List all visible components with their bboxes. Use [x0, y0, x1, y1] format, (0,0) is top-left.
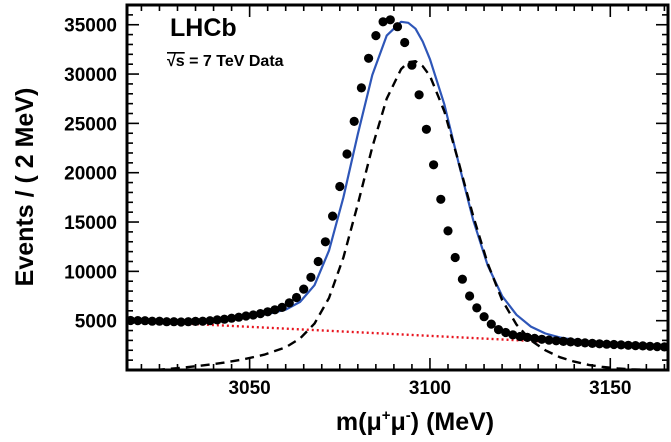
data-point: [385, 15, 395, 25]
data-point: [349, 116, 359, 126]
data-point: [659, 342, 668, 352]
data-point: [190, 316, 201, 326]
data-point: [205, 316, 215, 326]
data-point: [154, 316, 165, 326]
data-point: [169, 317, 179, 327]
y-axis-title: Events / ( 2 MeV): [11, 88, 39, 287]
data-point: [472, 303, 482, 313]
data-point: [630, 341, 641, 351]
data-point: [371, 30, 381, 41]
data-point: [284, 298, 294, 308]
series-2-dashed-line: [155, 60, 661, 370]
data-point: [623, 340, 633, 350]
data-point: [263, 307, 273, 317]
y-tick-label: 10000: [64, 262, 117, 283]
data-point: [515, 331, 525, 342]
data-point: [486, 319, 496, 329]
data-point: [436, 194, 446, 204]
ticks: [127, 4, 668, 370]
data-point: [248, 310, 258, 320]
data-point: [212, 315, 222, 325]
data-point: [479, 312, 489, 322]
data-point: [328, 211, 338, 221]
data-point: [530, 333, 540, 343]
data-point: [602, 339, 612, 349]
data-point: [645, 341, 655, 351]
data-point: [356, 83, 366, 93]
experiment-label: LHCb: [170, 14, 237, 42]
y-tick-label: 30000: [64, 65, 117, 86]
data-point: [501, 327, 511, 338]
data-point: [227, 313, 237, 323]
data-point: [414, 90, 424, 100]
x-axis-title: m(μ+μ-) (MeV): [336, 407, 494, 436]
data-point: [140, 316, 150, 326]
data-point: [508, 330, 518, 340]
x-tick-label: 3150: [589, 378, 631, 399]
data-point: [335, 181, 345, 192]
data-point: [450, 252, 460, 263]
data-point: [162, 317, 172, 327]
data-point: [234, 312, 244, 322]
data-point: [544, 335, 554, 345]
data-point: [255, 309, 265, 319]
x-tick-label: 3050: [228, 378, 270, 399]
data-point: [299, 284, 309, 294]
y-tick-label: 20000: [64, 164, 117, 185]
data-point: [616, 340, 626, 350]
data-point: [493, 325, 504, 335]
y-tick-label: 35000: [64, 16, 117, 37]
data-point: [147, 316, 157, 326]
data-point: [306, 272, 316, 282]
data-point: [580, 338, 590, 348]
data-point: [566, 337, 576, 347]
data-point: [176, 317, 186, 327]
data-point: [313, 256, 323, 267]
data-point: [320, 237, 330, 247]
data-point: [609, 339, 619, 350]
y-tick-label: 15000: [64, 213, 117, 234]
data-point: [587, 338, 597, 348]
data-point: [392, 22, 403, 32]
data-point: [594, 339, 605, 349]
data-point: [457, 274, 467, 284]
tick-labels: 3050 3100 3150 5000 10000 15000 20000 25000 3000…: [64, 16, 631, 399]
energy-label: √s = 7 TeV Data: [167, 53, 284, 70]
data-point: [183, 317, 193, 327]
data-point: [652, 342, 662, 352]
data-point: [378, 17, 388, 27]
data-point: [573, 337, 583, 347]
data-point: [198, 316, 208, 326]
data-point: [291, 292, 302, 303]
plot-frame: [125, 3, 670, 372]
data-point: [558, 336, 569, 346]
y-tick-label: 5000: [75, 312, 117, 333]
data-point: [522, 332, 532, 342]
data-point: [443, 226, 453, 236]
data-point: [364, 53, 374, 63]
data-point: [270, 305, 280, 315]
data-point: [241, 311, 251, 321]
y-tick-label: 25000: [64, 114, 117, 135]
data-point: [551, 336, 561, 346]
data-point: [537, 334, 547, 344]
data-point: [277, 302, 287, 312]
data-point: [638, 341, 648, 351]
data-point: [421, 124, 431, 134]
x-tick-label: 3100: [409, 378, 451, 399]
sqrt-s-symbol: √s: [167, 53, 185, 70]
energy-text: = 7 TeV Data: [185, 53, 284, 70]
data-point: [342, 149, 352, 159]
data-point: [219, 314, 229, 324]
data-point: [465, 291, 475, 301]
data-point: [400, 37, 410, 48]
series-1-solid-line: [127, 20, 668, 349]
plot-content: [127, 15, 668, 370]
data-point: [429, 160, 439, 170]
data-point: [407, 60, 417, 70]
